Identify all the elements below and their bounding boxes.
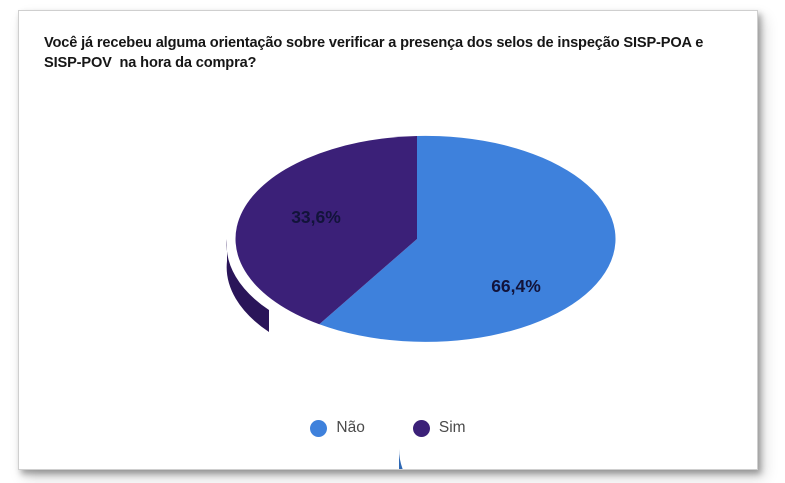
legend-swatch-nao <box>310 419 328 437</box>
slice-nao <box>319 135 616 342</box>
legend-label-nao: Não <box>336 419 365 436</box>
slice-label-sim: 33,6% <box>291 207 341 227</box>
legend-item-sim[interactable]: Sim <box>412 419 466 437</box>
slice-label-nao: 66,4% <box>491 276 541 296</box>
slice-side-sim <box>226 239 269 332</box>
legend-item-nao[interactable]: Não <box>310 419 365 437</box>
legend-swatch-sim <box>412 419 430 437</box>
legend-label-sim: Sim <box>438 419 466 436</box>
chart-title: Você já recebeu alguma orientação sobre … <box>44 35 708 71</box>
pie-top-faces <box>235 135 616 342</box>
pie-chart-svg: 66,4% 33,6% <box>226 135 616 469</box>
slice-sim <box>235 136 417 325</box>
slice-side-nao <box>399 449 403 469</box>
pie-chart: 66,4% 33,6% <box>19 11 757 469</box>
chart-card: Você já recebeu alguma orientação sobre … <box>18 10 758 470</box>
chart-legend: Não Sim <box>19 419 757 437</box>
